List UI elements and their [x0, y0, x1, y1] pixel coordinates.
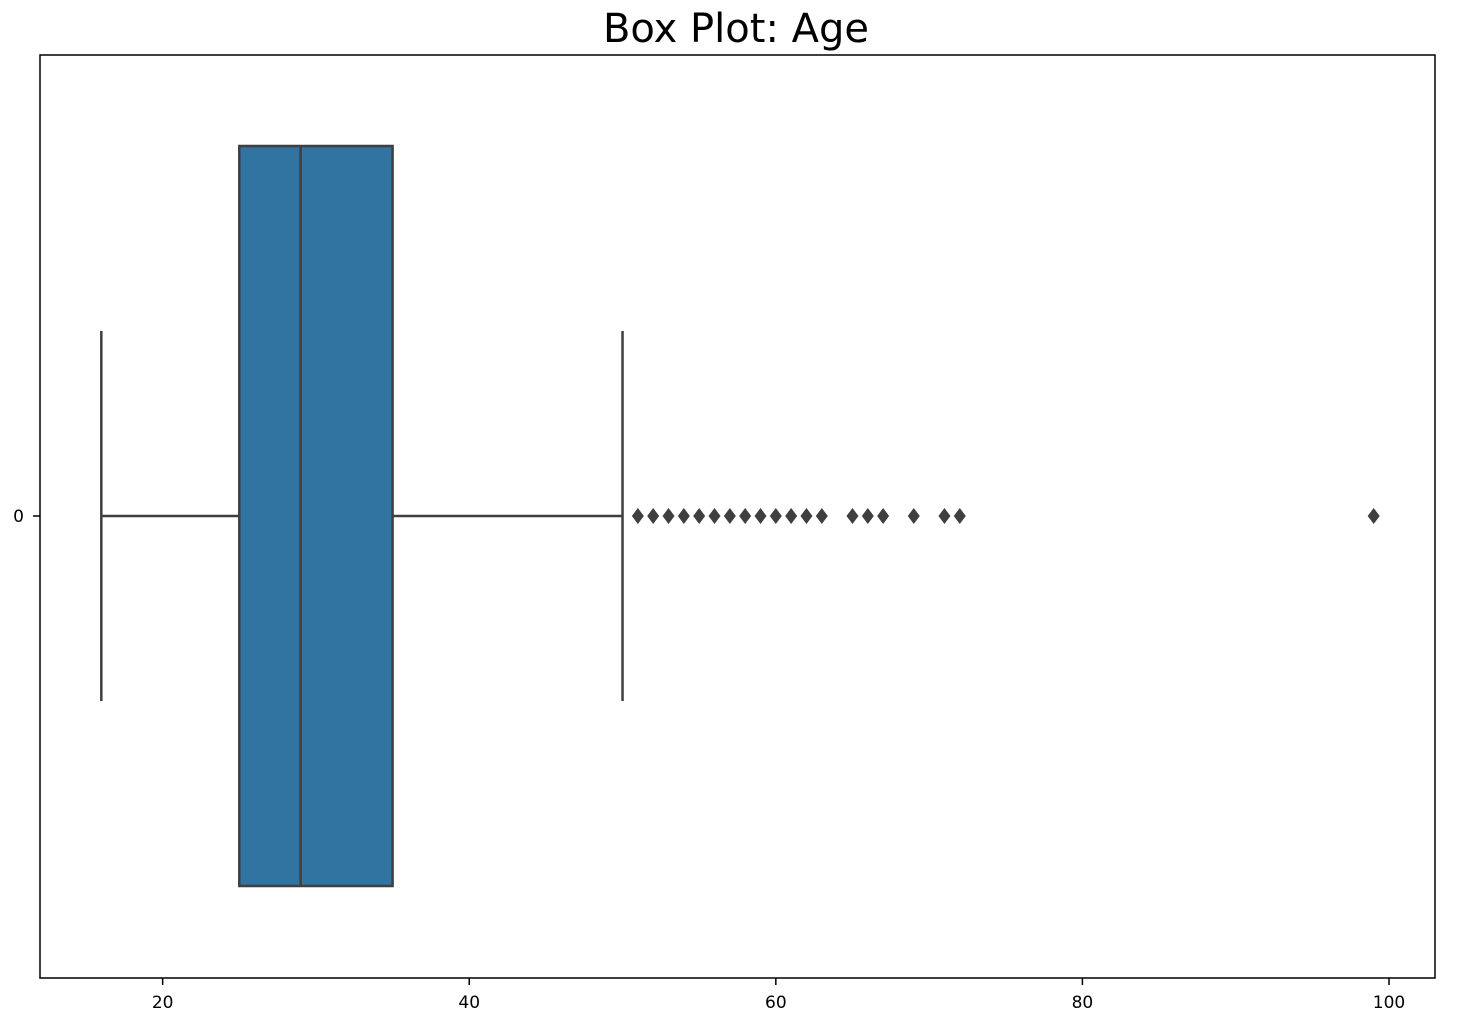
- outlier-point: [693, 508, 706, 524]
- x-tick-label: 40: [458, 993, 480, 1013]
- x-tick-label: 80: [1072, 993, 1094, 1013]
- outlier-point: [815, 508, 828, 524]
- outlier-point: [846, 508, 859, 524]
- outlier-point: [877, 508, 890, 524]
- outlier-point: [938, 508, 951, 524]
- outlier-point: [754, 508, 767, 524]
- plot-area: 20 40 60 80 100 0: [13, 54, 1436, 1013]
- outlier-point: [647, 508, 660, 524]
- outlier-point: [769, 508, 782, 524]
- outlier-point: [861, 508, 874, 524]
- x-tick-label: 100: [1373, 993, 1405, 1013]
- outlier-point: [739, 508, 752, 524]
- outlier-point: [662, 508, 675, 524]
- outlier-point: [785, 508, 798, 524]
- y-tick-label: 0: [13, 507, 24, 527]
- outlier-point: [800, 508, 813, 524]
- outlier-point: [1367, 508, 1380, 524]
- x-tick-label: 20: [152, 993, 174, 1013]
- outlier-point: [677, 508, 690, 524]
- outlier-point: [723, 508, 736, 524]
- x-tick-label: 60: [765, 993, 787, 1013]
- iqr-box: [238, 144, 394, 888]
- chart-title: Box Plot: Age: [603, 6, 869, 52]
- outlier-point: [953, 508, 966, 524]
- outlier-point: [631, 508, 644, 524]
- outlier-point: [907, 508, 920, 524]
- outlier-point: [708, 508, 721, 524]
